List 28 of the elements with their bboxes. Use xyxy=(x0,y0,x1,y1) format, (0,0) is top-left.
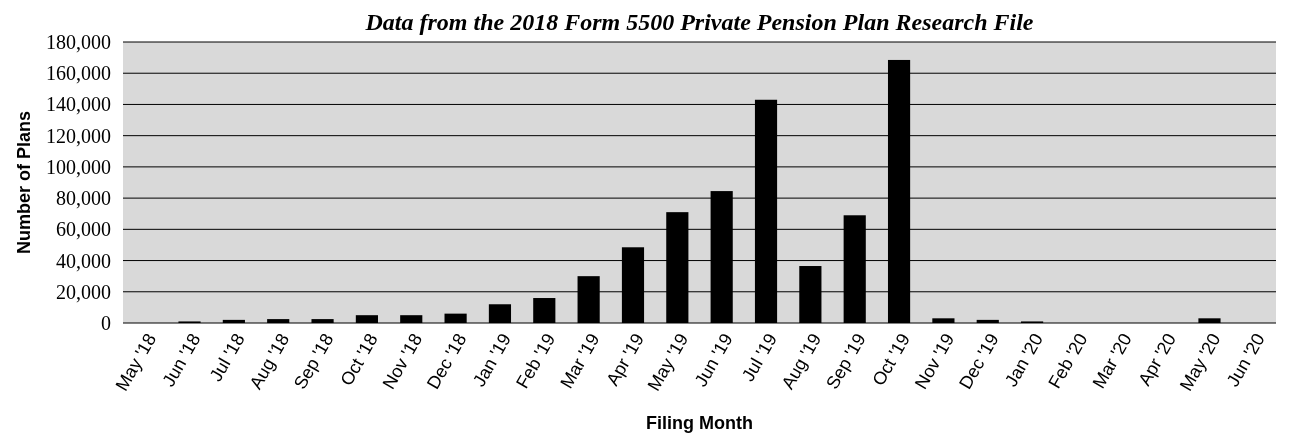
y-tick-label: 20,000 xyxy=(56,280,111,303)
y-tick-label: 120,000 xyxy=(46,124,111,147)
y-tick-label: 40,000 xyxy=(56,249,111,272)
x-tick-label: Jun '19 xyxy=(690,330,737,390)
x-tick-label: Dec '18 xyxy=(422,330,471,393)
x-tick-label: Jul '18 xyxy=(205,330,249,385)
x-tick-label: Apr '20 xyxy=(1134,330,1181,390)
x-tick-label: Sep '19 xyxy=(822,330,870,393)
x-tick-label: Jul '19 xyxy=(737,330,781,385)
y-tick-label: 180,000 xyxy=(46,31,111,53)
y-tick-label: 60,000 xyxy=(56,218,111,241)
x-tick-label: Apr '19 xyxy=(602,330,648,390)
x-tick-label: Jun '20 xyxy=(1222,330,1269,390)
y-tick-label: 140,000 xyxy=(46,93,111,116)
x-tick-label: Jan '19 xyxy=(468,330,515,390)
chart-title: Data from the 2018 Form 5500 Private Pension Plan Research File xyxy=(364,9,1034,35)
x-axis-title: Filing Month xyxy=(646,413,753,433)
y-tick-label: 80,000 xyxy=(56,187,111,210)
x-tick-label: Jun '18 xyxy=(158,330,205,390)
x-tick-label: Dec '19 xyxy=(955,330,1003,393)
x-tick-label: Sep '18 xyxy=(289,330,338,393)
y-tick-label: 0 xyxy=(101,312,111,334)
x-tick-label: Oct '19 xyxy=(868,330,914,390)
x-tick-label: Oct '18 xyxy=(336,330,382,390)
y-axis-title: Number of Plans xyxy=(14,110,34,255)
x-tick-label: Feb '19 xyxy=(512,330,560,392)
y-tick-label: 160,000 xyxy=(46,62,111,85)
y-tick-label: 100,000 xyxy=(46,155,111,178)
